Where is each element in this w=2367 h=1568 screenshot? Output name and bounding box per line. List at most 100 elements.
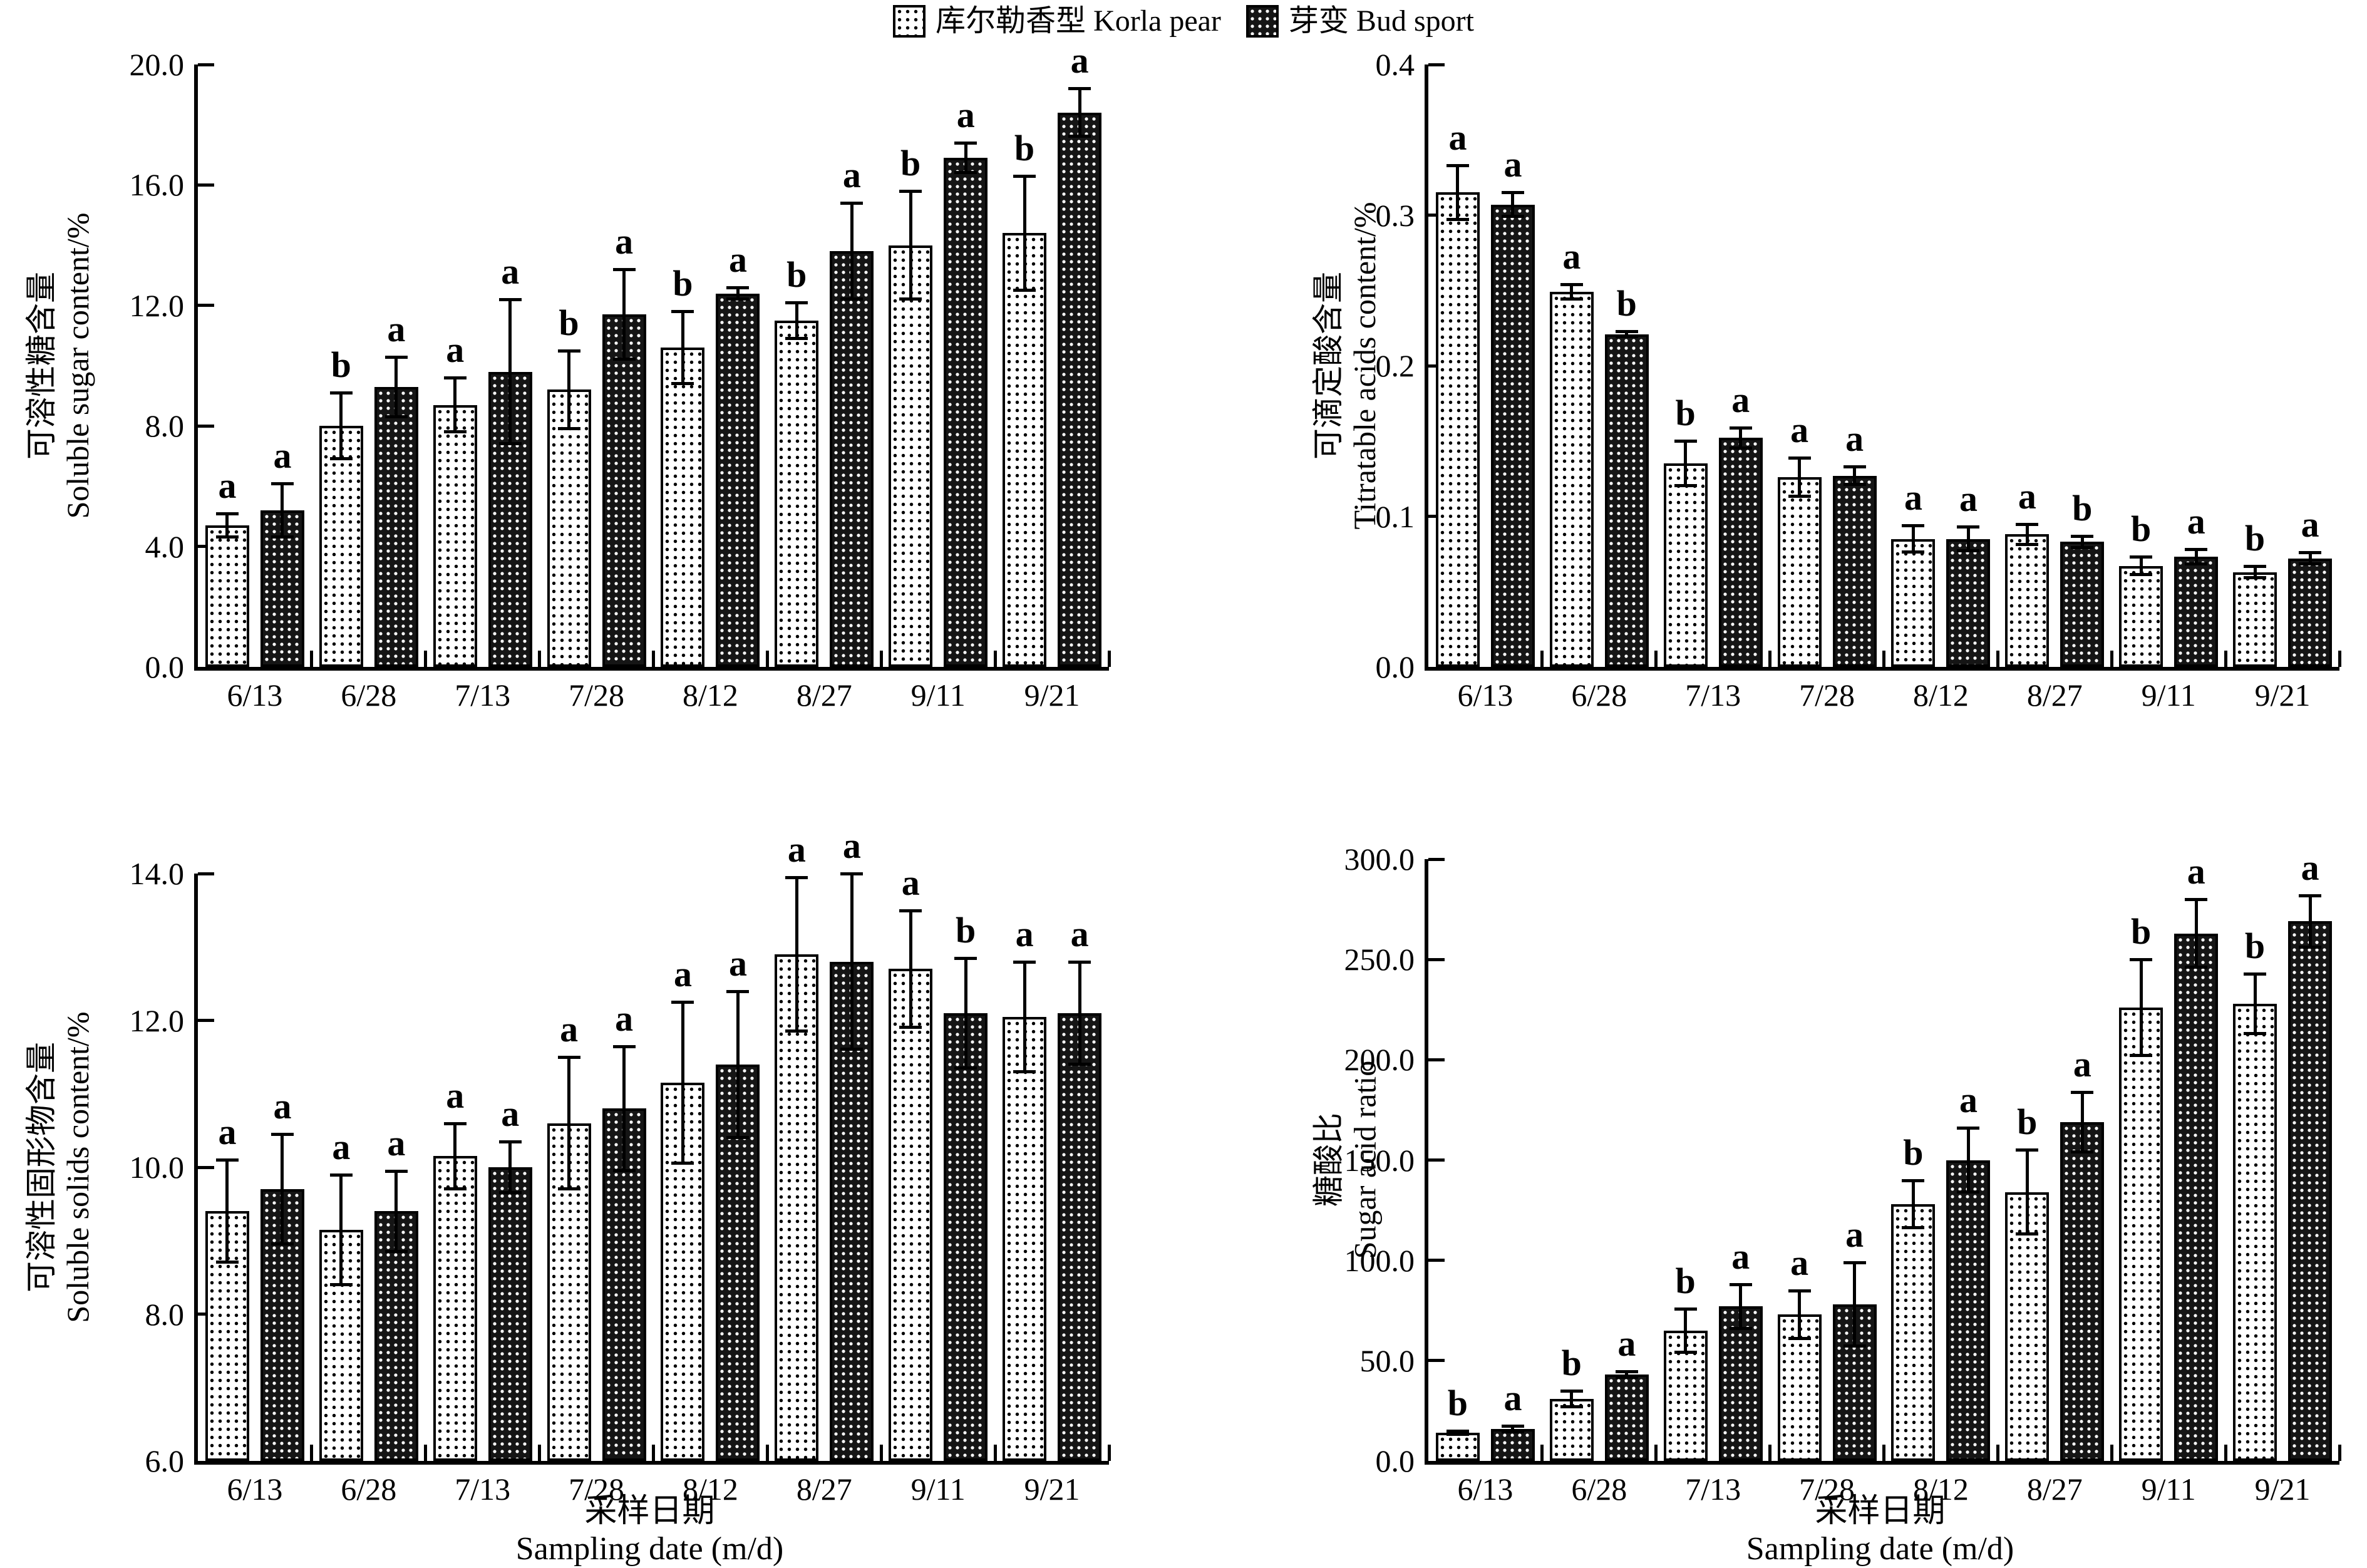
significance-letter: a	[728, 942, 747, 984]
error-bar	[2080, 1091, 2084, 1152]
bar-korla-pear	[1891, 1204, 1936, 1461]
error-bar	[964, 957, 967, 1068]
error-bar	[2139, 557, 2143, 575]
bud-sport-pattern-swatch-icon	[1245, 5, 1279, 38]
x-axis-title-en: Sampling date (m/d)	[515, 1531, 784, 1567]
x-tick	[2338, 651, 2341, 667]
error-bar-bottom-cap	[215, 535, 239, 539]
x-tick	[538, 1445, 542, 1461]
significance-letter: b	[559, 302, 579, 343]
error-bar-top-cap	[1674, 440, 1697, 443]
x-tick	[1654, 1445, 1658, 1461]
error-bar	[394, 356, 398, 417]
error-bar	[508, 1141, 512, 1194]
bar-bud-sport	[1718, 1306, 1763, 1461]
significance-letter: a	[1845, 1214, 1864, 1255]
error-bar-bottom-cap	[2244, 576, 2267, 580]
significance-letter: a	[1731, 379, 1750, 420]
error-bar	[1853, 467, 1857, 485]
bar-korla-pear	[1435, 1433, 1480, 1461]
y-tick-label: 10.0	[129, 1150, 185, 1185]
x-tick-label: 8/27	[2026, 1472, 2083, 1507]
x-tick	[879, 1445, 883, 1461]
y-tick-label: 0.0	[1375, 649, 1415, 684]
bar-korla-pear	[1549, 292, 1594, 667]
x-tick	[765, 1445, 769, 1461]
x-tick	[1768, 651, 1772, 667]
error-bar-top-cap	[1674, 1307, 1697, 1311]
significance-letter: b	[786, 254, 807, 295]
error-bar-bottom-cap	[498, 1191, 522, 1195]
x-tick	[1107, 1445, 1111, 1461]
bar-bud-sport	[1058, 1013, 1102, 1461]
x-tick	[2224, 1445, 2227, 1461]
error-bar-bottom-cap	[2016, 543, 2039, 547]
bar-bud-sport	[374, 386, 418, 667]
y-tick-label: 4.0	[145, 529, 185, 564]
significance-letter: a	[446, 329, 465, 371]
error-bar-top-cap	[1560, 283, 1583, 287]
error-bar-bottom-cap	[954, 171, 977, 175]
error-bar-top-cap	[1068, 87, 1091, 91]
significance-letter: a	[560, 1009, 579, 1050]
korla-pear-pattern-swatch-icon	[893, 5, 926, 38]
error-bar-bottom-cap	[2130, 1053, 2153, 1057]
error-bar	[1798, 457, 1802, 497]
significance-letter: b	[673, 263, 693, 304]
x-axis-title-cn: 采样日期	[1815, 1493, 1946, 1529]
bar-bud-sport	[2060, 542, 2105, 667]
error-bar-top-cap	[785, 875, 808, 879]
error-bar	[508, 299, 512, 445]
error-bar	[964, 143, 967, 173]
x-tick-label: 6/28	[341, 678, 397, 713]
error-bar-bottom-cap	[1957, 1190, 1980, 1194]
bar-bud-sport	[2288, 921, 2333, 1461]
y-tick-label: 0.2	[1375, 348, 1415, 383]
significance-letter: b	[1903, 1132, 1924, 1173]
error-bar	[1023, 961, 1026, 1072]
x-tick	[993, 1445, 997, 1461]
error-bar	[2080, 535, 2084, 548]
error-bar-top-cap	[2244, 972, 2267, 976]
error-bar	[1684, 1308, 1688, 1353]
significance-letter: a	[1790, 1242, 1809, 1283]
error-bar	[1511, 1425, 1515, 1432]
error-bar-bottom-cap	[726, 1136, 750, 1140]
y-tick	[1428, 1058, 1445, 1061]
x-tick-label: 6/13	[1457, 1472, 1514, 1507]
error-bar	[1456, 1430, 1460, 1435]
x-tick-label: 9/11	[910, 1472, 966, 1507]
bar-bud-sport	[2288, 558, 2333, 667]
x-axis-title-cn: 采样日期	[584, 1493, 715, 1529]
y-tick-label: 0.0	[1375, 1443, 1415, 1478]
error-bar	[736, 991, 740, 1138]
error-bar-bottom-cap	[271, 1242, 294, 1246]
error-bar	[1078, 961, 1081, 1065]
y-tick-label: 14.0	[129, 856, 185, 891]
error-bar	[453, 378, 457, 432]
y-tick	[1428, 63, 1445, 66]
significance-letter: a	[1959, 1080, 1978, 1121]
legend-label-bud-sport: 芽变 Bud sport	[1288, 4, 1474, 38]
y-tick-label: 20.0	[129, 47, 185, 82]
y-tick-label: 0.0	[145, 649, 185, 684]
x-tick	[1996, 1445, 1999, 1461]
y-tick-label: 250.0	[1344, 942, 1415, 977]
y-tick-label: 0.1	[1375, 498, 1415, 534]
error-bar	[2253, 565, 2257, 579]
x-tick-label: 8/12	[682, 1472, 738, 1507]
error-bar-bottom-cap	[443, 430, 467, 433]
error-bar	[850, 874, 853, 1050]
x-tick-label: 7/13	[455, 678, 511, 713]
error-bar-top-cap	[1501, 191, 1524, 195]
significance-letter: a	[218, 1112, 237, 1153]
legend-label-korla-pear: 库尔勒香型 Korla pear	[936, 4, 1221, 38]
x-tick-label: 9/11	[2141, 678, 2196, 713]
x-tick	[1882, 651, 1885, 667]
error-bar-bottom-cap	[1615, 1376, 1638, 1380]
error-bar-top-cap	[1446, 164, 1469, 168]
error-bar-top-cap	[271, 1133, 294, 1137]
y-tick-label: 8.0	[145, 1296, 185, 1332]
error-bar	[567, 1057, 571, 1190]
bar-korla-pear	[205, 525, 249, 667]
